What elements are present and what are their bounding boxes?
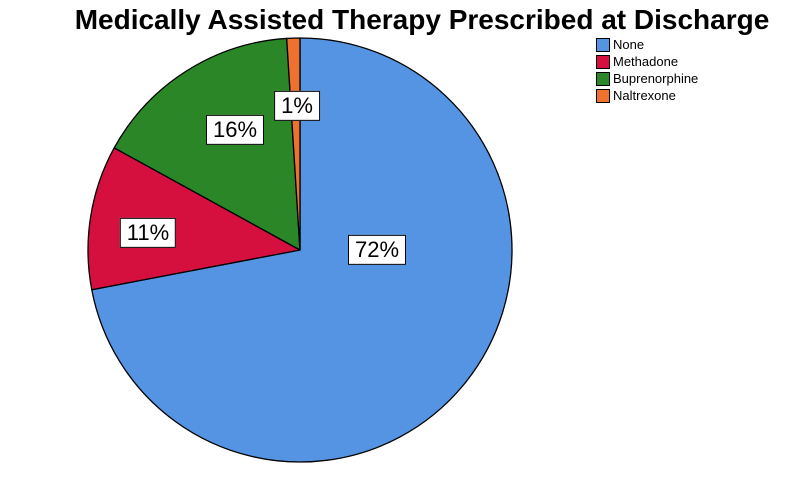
- slice-label-methadone: 11%: [119, 217, 177, 249]
- legend-label-naltrexone: Naltrexone: [613, 87, 676, 103]
- legend-swatch-naltrexone: [596, 88, 610, 103]
- legend-swatch-methadone: [596, 54, 610, 69]
- slice-label-buprenorphine: 16%: [205, 114, 265, 146]
- pie-slice-none: [91, 37, 513, 463]
- legend-item-buprenorphine: Buprenorphine: [596, 70, 698, 87]
- legend-swatch-buprenorphine: [596, 71, 610, 86]
- legend-item-none: None: [596, 36, 698, 53]
- legend-label-buprenorphine: Buprenorphine: [613, 70, 699, 86]
- slice-label-none: 72%: [347, 234, 407, 266]
- slice-label-naltrexone: 1%: [274, 90, 320, 122]
- legend-item-naltrexone: Naltrexone: [596, 87, 698, 104]
- legend: None Methadone Buprenorphine Naltrexone: [596, 36, 698, 104]
- legend-label-methadone: Methadone: [613, 53, 679, 69]
- legend-swatch-none: [596, 37, 610, 52]
- pie-slice-methadone: [87, 147, 301, 291]
- legend-item-methadone: Methadone: [596, 53, 698, 70]
- legend-label-none: None: [613, 36, 645, 52]
- chart-title: Medically Assisted Therapy Prescribed at…: [74, 4, 770, 35]
